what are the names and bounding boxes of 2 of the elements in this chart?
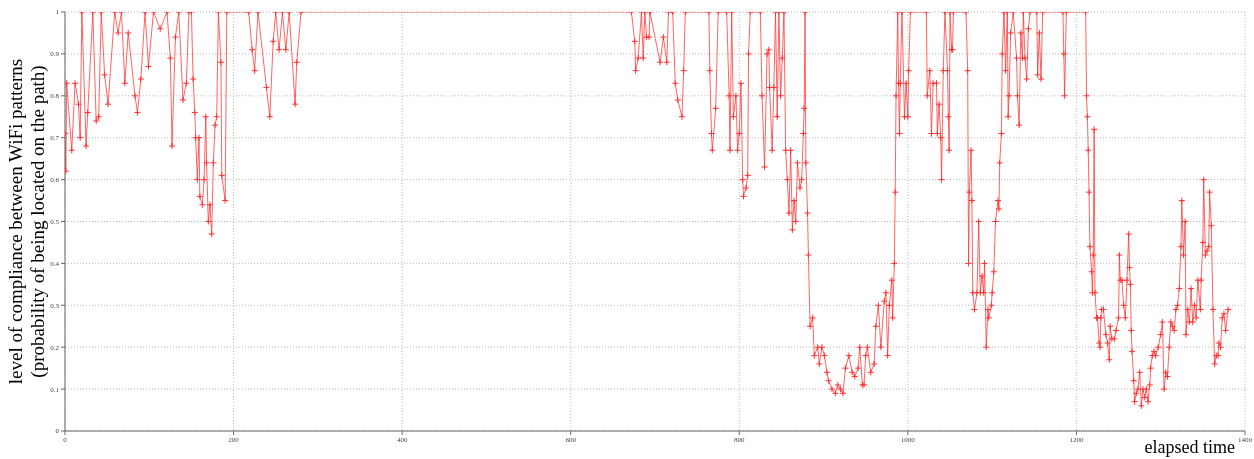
- y-axis-title: level of compliance between WiFi patterns (probability of being located on the path): [5, 58, 49, 385]
- x-axis-title: elapsed time: [1144, 437, 1236, 457]
